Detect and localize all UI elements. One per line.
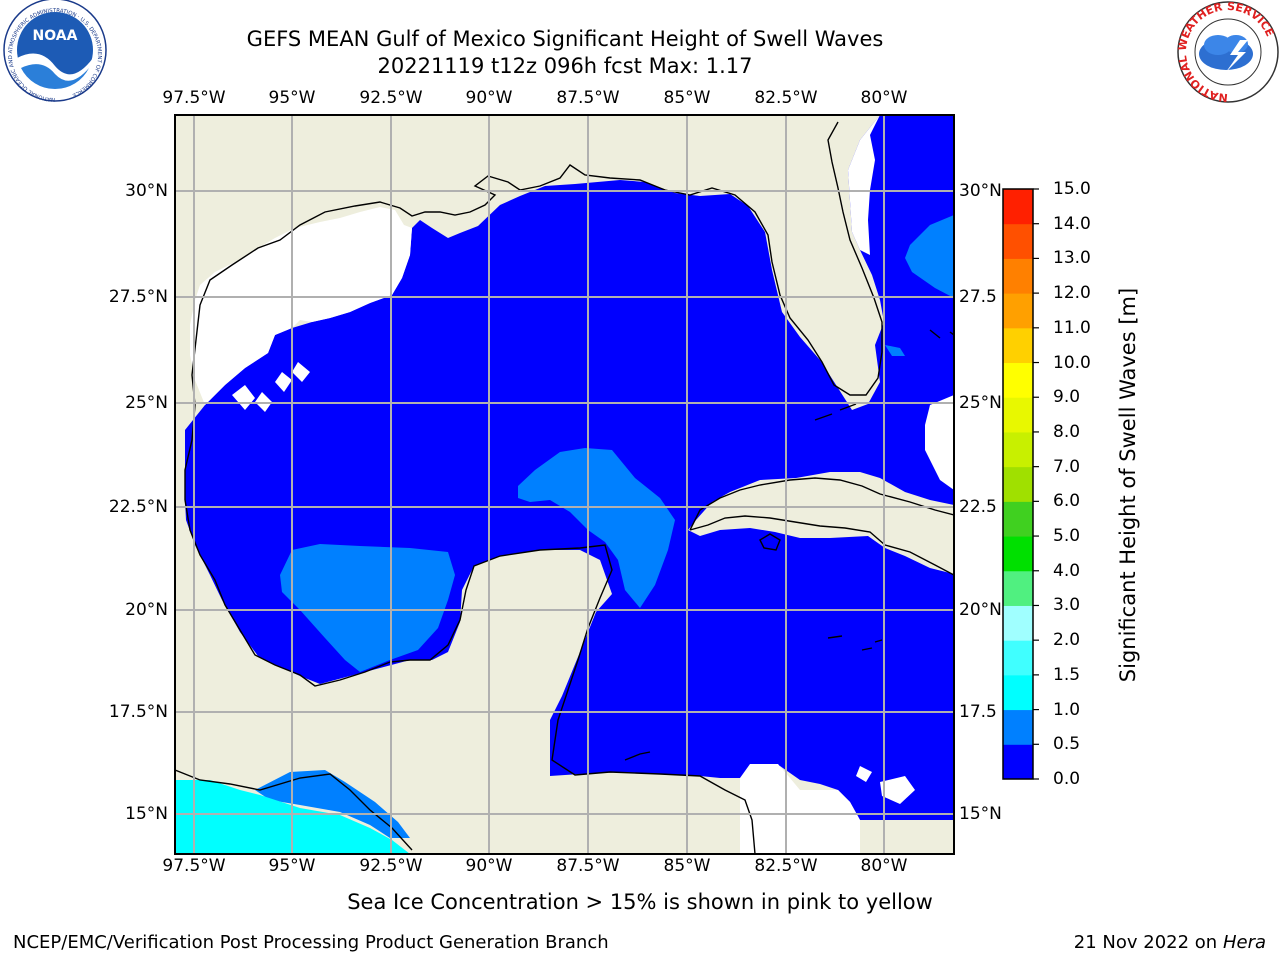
colorbar-band bbox=[1003, 501, 1033, 537]
lon-label-bottom: 80°W bbox=[860, 856, 908, 876]
lon-label-top: 80°W bbox=[860, 88, 908, 108]
lat-label-right: 15°N bbox=[959, 804, 1002, 824]
lat-label-left: 27.5°N bbox=[108, 287, 168, 307]
footer-date: 21 Nov 2022 on Hera bbox=[1074, 932, 1266, 953]
colorbar-band bbox=[1003, 397, 1033, 433]
lon-label-bottom: 90°W bbox=[465, 856, 513, 876]
nws-logo: NATIONAL WEATHER SERVICE bbox=[1176, 0, 1279, 104]
graticule bbox=[175, 115, 954, 854]
colorbar-band bbox=[1003, 466, 1033, 502]
colorbar bbox=[1003, 188, 1039, 780]
lon-label-bottom: 92.5°W bbox=[359, 856, 423, 876]
swell-band-0.5-1.0-florida-strait bbox=[885, 345, 905, 356]
colorbar-tick-label: 15.0 bbox=[1053, 179, 1091, 199]
lon-label-top: 97.5°W bbox=[162, 88, 226, 108]
footer-machine: Hera bbox=[1222, 932, 1266, 953]
lat-label-left: 17.5°N bbox=[108, 702, 168, 722]
lat-label-left: 15°N bbox=[125, 804, 168, 824]
colorbar-label: Significant Height of Swell Waves [m] bbox=[1116, 287, 1140, 683]
colorbar-frame bbox=[1002, 188, 1034, 780]
chart-title: GEFS MEAN Gulf of Mexico Significant Hei… bbox=[246, 27, 884, 51]
lat-label-right: 20°N bbox=[959, 600, 1002, 620]
lon-label-bottom: 97.5°W bbox=[162, 856, 226, 876]
colorbar-tick-label: 0.5 bbox=[1053, 734, 1081, 755]
lat-label-right: 25°N bbox=[959, 393, 1002, 413]
colorbar-band bbox=[1003, 744, 1033, 780]
lat-label-right: 27.5 bbox=[959, 287, 997, 307]
coastline-isle-of-youth bbox=[759, 533, 781, 551]
colorbar-band bbox=[1003, 431, 1033, 468]
colorbar-tick-label: 10.0 bbox=[1053, 352, 1091, 373]
colorbar-tick-label: 9.0 bbox=[1053, 387, 1081, 408]
footer-credit: NCEP/EMC/Verification Post Processing Pr… bbox=[13, 932, 609, 953]
swell-band-0.5-1.0-east bbox=[905, 215, 954, 298]
coastline-mexico bbox=[184, 499, 756, 854]
colorbar-band bbox=[1003, 640, 1033, 676]
colorbar-tick-label: 13.0 bbox=[1053, 248, 1091, 269]
lon-label-top: 82.5°W bbox=[754, 88, 818, 108]
colorbar-tick-label: 4.0 bbox=[1053, 560, 1081, 581]
colorbar-tick-label: 11.0 bbox=[1053, 317, 1091, 338]
colorbar-band bbox=[1003, 536, 1033, 572]
lon-label-top: 85°W bbox=[663, 88, 711, 108]
sea-ice-note: Sea Ice Concentration > 15% is shown in … bbox=[347, 890, 933, 914]
colorbar-band bbox=[1003, 570, 1033, 606]
lat-label-right: 22.5 bbox=[959, 497, 997, 517]
colorbar-tick-label: 3.0 bbox=[1053, 595, 1081, 616]
lat-label-left: 22.5°N bbox=[108, 497, 168, 517]
colorbar-tick-label: 7.0 bbox=[1053, 456, 1081, 477]
lat-label-left: 20°N bbox=[125, 600, 168, 620]
swell-band-0.5-1.0-west bbox=[280, 544, 455, 672]
coastline-pacific bbox=[175, 769, 413, 851]
colorbar-band bbox=[1003, 223, 1033, 259]
no-data-region-east-1 bbox=[848, 115, 880, 255]
lat-label-right: 17.5 bbox=[959, 702, 997, 722]
colorbar-band bbox=[1003, 293, 1033, 329]
colorbar-band bbox=[1003, 362, 1033, 398]
colorbar-tick-label: 12.0 bbox=[1053, 283, 1091, 304]
colorbar-band bbox=[1003, 189, 1033, 225]
lon-label-bottom: 85°W bbox=[663, 856, 711, 876]
lon-label-top: 90°W bbox=[465, 88, 513, 108]
lon-label-bottom: 95°W bbox=[268, 856, 316, 876]
colorbar-tick-label: 2.0 bbox=[1053, 630, 1081, 651]
coastline-cayman bbox=[827, 635, 883, 651]
no-data-region-east-2 bbox=[925, 395, 954, 490]
noaa-logo-text: NOAA bbox=[33, 28, 78, 44]
lon-label-top: 87.5°W bbox=[556, 88, 620, 108]
coastline-bay-islands bbox=[624, 751, 651, 761]
colorbar-band bbox=[1003, 709, 1033, 745]
footer-date-text: 21 Nov 2022 on bbox=[1073, 932, 1218, 953]
coastline-cuba bbox=[689, 477, 954, 576]
noaa-logo: NOAA NATIONAL OCEANIC AND ATMOSPHERIC AD… bbox=[3, 0, 107, 102]
colorbar-tick-label: 14.0 bbox=[1053, 213, 1091, 234]
colorbar-tick-label: 1.5 bbox=[1053, 664, 1081, 685]
coastline-gulf bbox=[184, 121, 883, 500]
no-data-region-south bbox=[740, 764, 860, 854]
map-frame bbox=[174, 114, 955, 855]
coastlines bbox=[175, 121, 954, 854]
colorbar-tick-label: 8.0 bbox=[1053, 421, 1081, 442]
lon-label-bottom: 87.5°W bbox=[556, 856, 620, 876]
map-panel bbox=[175, 115, 954, 854]
lat-label-left: 25°N bbox=[125, 393, 168, 413]
lon-label-top: 95°W bbox=[268, 88, 316, 108]
colorbar-band bbox=[1003, 674, 1033, 711]
lon-label-bottom: 82.5°W bbox=[754, 856, 818, 876]
colorbar-band bbox=[1003, 258, 1033, 294]
swell-band-0.5-1.0-central bbox=[518, 448, 675, 608]
colorbar-tick-label: 6.0 bbox=[1053, 491, 1081, 512]
colorbar-tick-label: 1.0 bbox=[1053, 699, 1081, 720]
lat-label-left: 30°N bbox=[125, 181, 168, 201]
colorbar-band bbox=[1003, 327, 1033, 364]
lon-label-top: 92.5°W bbox=[359, 88, 423, 108]
swell-band-0.5-1.0-pacific bbox=[255, 770, 410, 838]
coastline-keys bbox=[814, 403, 857, 421]
colorbar-tick-label: 0.0 bbox=[1053, 769, 1081, 789]
lat-label-right: 30°N bbox=[959, 181, 1002, 201]
chart-subtitle: 20221119 t12z 096h fcst Max: 1.17 bbox=[377, 54, 753, 78]
colorbar-tick-label: 5.0 bbox=[1053, 526, 1081, 547]
colorbar-band bbox=[1003, 605, 1033, 641]
